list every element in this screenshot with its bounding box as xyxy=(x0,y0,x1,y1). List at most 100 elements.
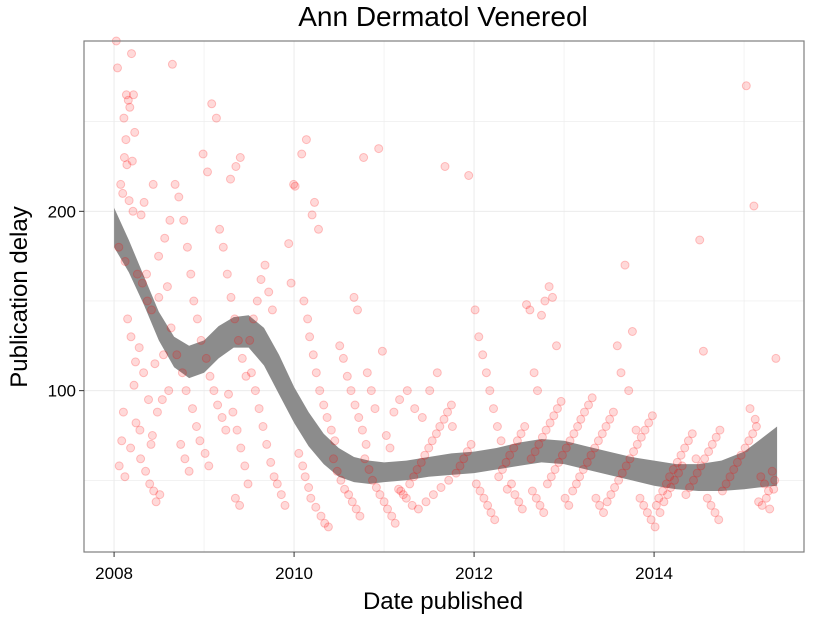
data-point xyxy=(162,282,172,292)
data-point xyxy=(544,282,554,292)
data-point xyxy=(160,233,170,243)
data-point xyxy=(224,389,233,399)
data-point xyxy=(205,371,215,381)
data-point xyxy=(757,500,767,510)
data-point xyxy=(647,411,657,421)
data-point xyxy=(771,353,781,363)
data-point xyxy=(336,475,346,485)
data-point xyxy=(527,486,537,496)
data-point xyxy=(250,386,260,396)
data-point xyxy=(126,332,136,342)
data-point xyxy=(385,443,395,453)
data-point xyxy=(221,425,231,435)
data-point xyxy=(677,461,687,471)
data-point xyxy=(354,413,364,422)
data-point xyxy=(198,149,208,159)
data-point xyxy=(375,490,385,500)
data-point xyxy=(514,497,524,507)
data-point xyxy=(459,454,469,464)
chart-title: Ann Dermatol Venereol xyxy=(298,1,588,32)
data-point xyxy=(142,296,152,306)
data-point xyxy=(311,368,321,378)
data-point xyxy=(124,196,134,206)
data-point xyxy=(157,395,167,405)
data-point xyxy=(616,368,626,378)
data-point xyxy=(137,278,147,288)
data-point xyxy=(226,174,235,184)
data-point xyxy=(203,167,212,177)
data-point xyxy=(330,436,340,446)
data-point xyxy=(201,353,211,363)
data-point xyxy=(639,500,649,510)
data-point xyxy=(761,493,771,503)
data-point xyxy=(128,206,138,216)
data-point xyxy=(320,518,330,528)
data-point xyxy=(236,443,246,453)
data-point xyxy=(605,414,615,424)
data-point xyxy=(297,149,307,159)
data-point xyxy=(754,497,764,507)
data-point xyxy=(240,461,250,471)
data-point xyxy=(587,393,597,403)
data-point xyxy=(395,395,405,405)
data-point xyxy=(364,465,374,474)
data-point xyxy=(119,153,129,162)
data-point xyxy=(533,386,542,396)
data-point xyxy=(166,323,176,333)
data-point xyxy=(122,160,132,170)
data-point xyxy=(129,90,138,100)
data-point xyxy=(548,292,557,302)
data-point xyxy=(436,483,446,492)
data-point xyxy=(552,404,562,414)
data-point xyxy=(540,296,550,306)
data-point xyxy=(266,457,276,467)
data-point xyxy=(144,395,153,405)
data-point xyxy=(118,407,128,417)
data-point xyxy=(357,425,367,435)
data-point xyxy=(651,500,661,510)
data-point xyxy=(303,314,313,324)
data-point xyxy=(502,484,512,494)
data-point xyxy=(304,483,314,492)
data-point xyxy=(695,235,705,245)
data-point xyxy=(732,457,742,467)
data-point xyxy=(692,468,702,478)
data-point xyxy=(632,439,642,449)
data-point xyxy=(231,162,241,171)
data-point xyxy=(248,314,258,324)
data-point xyxy=(549,411,559,421)
data-point xyxy=(207,99,217,109)
data-point xyxy=(245,335,255,345)
data-point xyxy=(537,432,547,442)
data-point xyxy=(650,522,660,532)
data-point xyxy=(736,450,746,460)
data-point xyxy=(344,490,354,500)
data-point xyxy=(584,400,593,410)
data-point xyxy=(301,135,311,145)
data-point xyxy=(150,359,160,369)
data-point xyxy=(501,457,511,467)
data-point xyxy=(289,179,299,189)
data-point xyxy=(305,332,315,342)
data-point xyxy=(326,425,336,435)
data-point xyxy=(120,472,130,482)
data-point xyxy=(121,135,131,145)
data-point xyxy=(226,292,236,302)
data-point xyxy=(530,447,540,457)
data-point xyxy=(668,465,678,474)
data-point xyxy=(401,493,411,503)
data-point xyxy=(478,350,488,360)
data-point xyxy=(131,357,140,367)
data-point xyxy=(681,490,691,500)
data-point xyxy=(552,341,561,351)
data-point xyxy=(770,475,780,485)
data-point xyxy=(475,486,485,496)
data-point xyxy=(599,508,608,518)
data-point xyxy=(617,468,627,478)
data-point xyxy=(233,335,243,345)
data-point xyxy=(179,215,189,225)
data-point xyxy=(165,215,175,225)
data-point xyxy=(272,479,282,489)
data-point xyxy=(118,188,128,198)
data-point xyxy=(353,305,362,315)
